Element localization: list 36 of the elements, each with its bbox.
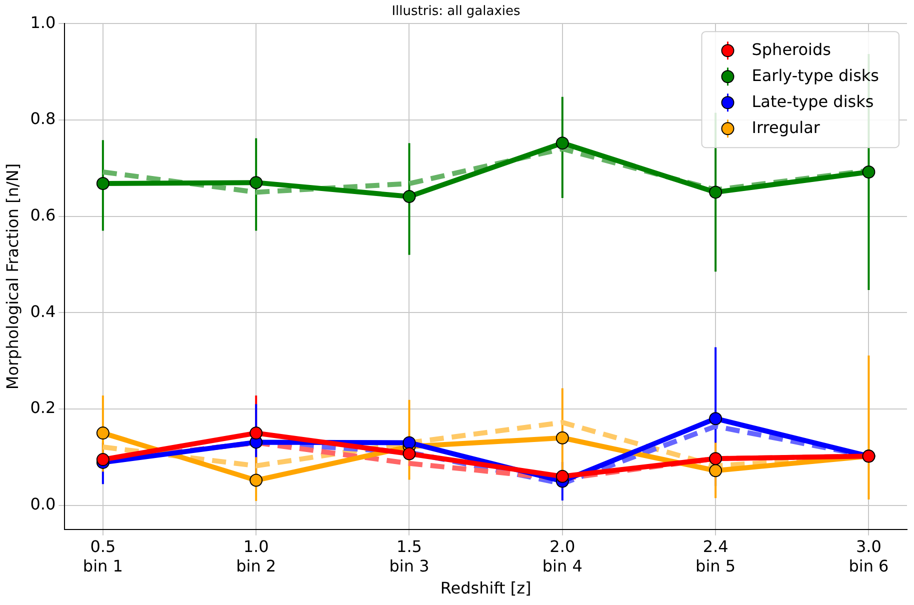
point	[250, 176, 263, 190]
point	[709, 412, 722, 426]
x-tick-label: 1.0 bin 2	[236, 537, 276, 576]
y-tick-label: 0.8	[30, 109, 56, 128]
point	[862, 165, 876, 178]
y-tick-label: 0.0	[30, 494, 56, 514]
y-axis-title: Morphological Fraction [n/N]	[2, 163, 22, 390]
point	[709, 452, 722, 466]
x-axis-title: Redshift [z]	[440, 578, 532, 598]
x-tick-label: 3.0 bin 6	[848, 537, 889, 576]
point	[402, 436, 416, 450]
y-tick-label: 1.0	[30, 12, 56, 32]
legend-label: Early-type disks	[752, 66, 879, 85]
legend-label: Spheroids	[752, 40, 831, 59]
y-tick-label: 0.4	[30, 302, 56, 321]
point	[96, 177, 110, 190]
point	[709, 186, 722, 199]
point	[96, 453, 110, 466]
point	[402, 447, 416, 460]
point	[556, 136, 569, 150]
point	[709, 464, 722, 478]
point	[250, 474, 263, 487]
point	[556, 470, 569, 483]
point	[556, 431, 569, 444]
x-tick-label: 2.4 bin 5	[696, 537, 736, 576]
x-tick-label: 1.5 bin 3	[389, 537, 430, 576]
x-tick-label: 0.5 bin 1	[82, 537, 123, 576]
x-tick-label: 2.0 bin 4	[542, 537, 582, 576]
chart-title: Illustris: all galaxies	[392, 4, 521, 20]
legend-label: Late-type disks	[752, 92, 874, 111]
legend-label: Irregular	[752, 118, 820, 137]
y-tick-label: 0.2	[30, 398, 56, 418]
point	[250, 426, 263, 440]
point	[402, 190, 416, 204]
y-tick-label: 0.6	[30, 205, 56, 224]
point	[96, 426, 110, 440]
